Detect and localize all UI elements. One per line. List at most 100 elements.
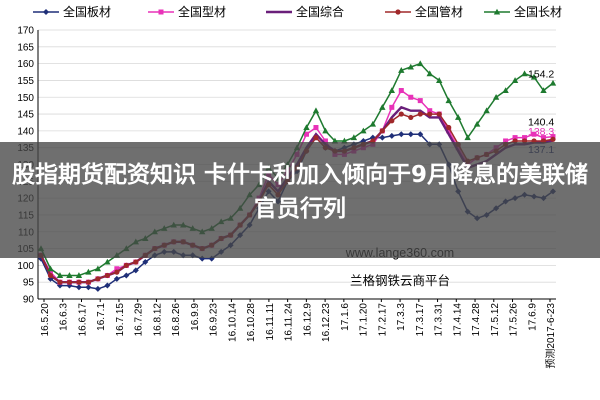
data-point: [407, 63, 414, 70]
y-tick-label: 90: [23, 295, 35, 306]
data-point: [104, 282, 111, 289]
data-point: [132, 267, 139, 274]
y-tick-label: 150: [17, 93, 34, 104]
x-tick-labels: 16.5.20 16.6.3 16.6.17 16.7.1 16.7.15 16.7.29…: [40, 303, 557, 369]
data-point: [379, 104, 386, 110]
data-point: [114, 266, 120, 272]
data-point: [398, 111, 404, 117]
y-tick-label: 165: [17, 42, 34, 53]
data-point: [436, 77, 443, 83]
legend-label: 全国综合: [296, 4, 344, 19]
data-point: [512, 135, 518, 141]
x-tick-label: 17.2.17: [377, 303, 388, 337]
data-point: [436, 111, 442, 117]
data-point: [446, 128, 452, 134]
data-point: [75, 284, 82, 291]
legend-item-3: 全国综合: [266, 4, 344, 19]
x-tick-label: 16.8.12: [152, 303, 163, 337]
legend-item-2: 全国型材: [148, 4, 226, 19]
data-point: [522, 135, 528, 141]
data-point: [142, 259, 149, 266]
x-tick-label: 16.7.1: [96, 303, 107, 331]
x-tick-label: 17.1.20: [359, 303, 370, 337]
watermark-name: 兰格钢铁云商平台: [350, 273, 450, 288]
y-tick-label: 100: [17, 261, 34, 272]
data-point: [66, 272, 73, 278]
data-point: [56, 272, 64, 278]
data-point: [445, 97, 452, 104]
data-point: [303, 124, 310, 131]
legend-marker: [43, 9, 49, 15]
data-point: [417, 111, 423, 117]
legend-marker: [395, 9, 401, 15]
x-tick-label: 16.11.11: [265, 303, 276, 341]
x-tick-label: 17.3.3: [396, 303, 407, 331]
data-point: [427, 111, 433, 117]
legend-marker: [493, 8, 501, 15]
data-point: [521, 70, 528, 77]
data-point: [454, 114, 462, 120]
end-value-label: 154.2: [528, 69, 554, 81]
x-tick-label: 16.10.28: [246, 303, 257, 342]
overlay-headline: 股指期货配资知识 卡什卡利加入倾向于9月降息的美联储官员行列: [11, 162, 588, 222]
data-point: [540, 87, 547, 94]
data-point: [511, 77, 519, 83]
x-tick-label: 17.6.9: [527, 303, 538, 331]
legend: 全国板材 全国型材 全国综合 全国管材 全国长材: [33, 4, 562, 19]
data-point: [379, 128, 385, 134]
y-tick-label: 95: [23, 278, 35, 289]
data-point: [47, 272, 54, 279]
legend-item-5: 全国长材: [484, 4, 562, 19]
x-tick-label: 16.10.14: [227, 303, 238, 342]
data-point: [95, 276, 101, 282]
x-tick-label: 16.7.29: [134, 303, 145, 337]
end-value-label: 140.4: [528, 116, 554, 128]
data-point: [322, 127, 329, 134]
x-tick-label: 17.5.12: [490, 303, 501, 337]
data-point: [57, 279, 63, 285]
data-point: [389, 118, 395, 124]
data-point: [531, 131, 537, 137]
data-point: [408, 94, 414, 100]
data-point: [133, 259, 139, 265]
data-point: [550, 136, 556, 142]
data-point: [94, 285, 101, 292]
data-point: [549, 79, 557, 86]
data-point: [427, 108, 433, 114]
data-point: [94, 265, 102, 272]
data-point: [398, 67, 405, 73]
data-point: [312, 107, 320, 114]
data-point: [550, 134, 556, 140]
data-point: [104, 258, 111, 265]
data-point: [417, 98, 423, 104]
data-point: [530, 73, 538, 80]
data-point: [113, 275, 120, 282]
x-tick-label: 16.12.9: [302, 303, 313, 337]
data-point: [398, 131, 405, 138]
x-tick-label: 16.12.23: [321, 303, 332, 342]
overlay-banner: [0, 142, 600, 258]
x-tick-label: 16.11.24: [284, 303, 295, 342]
x-tick-label: 16.8.26: [171, 303, 182, 337]
x-tick-label: 17.3.31: [434, 303, 445, 337]
data-point: [313, 135, 319, 141]
data-point: [407, 131, 414, 138]
x-tick-label: 17.3.17: [415, 303, 426, 337]
data-point: [104, 272, 110, 279]
data-point: [123, 272, 130, 279]
data-point: [123, 262, 129, 268]
x-tick-label: 17.4.14: [452, 303, 463, 337]
y-tick-label: 140: [17, 126, 34, 137]
data-point: [388, 132, 395, 139]
x-tick-label: 17.4.28: [471, 303, 482, 337]
data-point: [66, 279, 73, 285]
data-point: [76, 279, 82, 285]
data-point: [85, 284, 92, 291]
x-tick-label: 16.6.3: [59, 303, 70, 331]
data-point: [464, 134, 471, 141]
data-point: [303, 131, 309, 137]
data-point: [473, 120, 481, 127]
data-point: [417, 60, 424, 67]
data-point: [492, 93, 500, 100]
data-point: [360, 127, 367, 134]
